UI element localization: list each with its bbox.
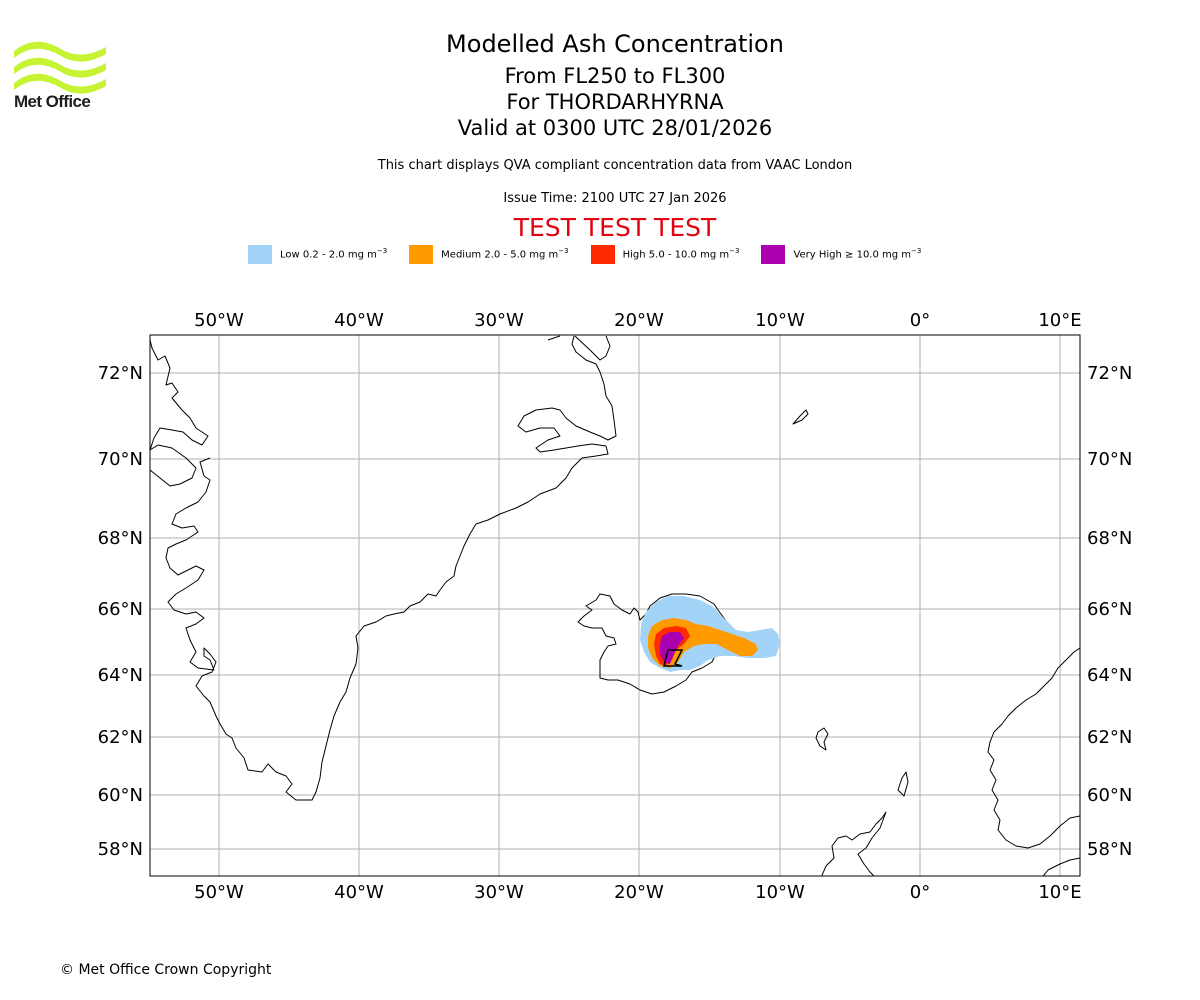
lon-label-top: 50°W xyxy=(194,310,244,331)
lat-label-left: 64°N xyxy=(98,665,143,686)
legend-swatch-medium xyxy=(409,244,434,264)
lon-label-bottom: 30°W xyxy=(474,882,524,903)
lon-label-bottom: 10°W xyxy=(755,882,805,903)
lat-label-right: 64°N xyxy=(1087,665,1132,686)
lon-label-bottom: 20°W xyxy=(614,882,664,903)
lat-label-left: 68°N xyxy=(98,528,143,549)
map-frame xyxy=(149,334,1081,877)
map-graticule xyxy=(150,335,1080,876)
lon-label-bottom: 40°W xyxy=(334,882,384,903)
volcano-marker-icon xyxy=(663,649,684,667)
lat-label-right: 66°N xyxy=(1087,599,1132,620)
lon-label-top: 30°W xyxy=(474,310,524,331)
jan-mayen-coastline xyxy=(792,409,809,425)
lat-label-right: 60°N xyxy=(1087,785,1132,806)
lat-label-left: 72°N xyxy=(98,363,143,384)
test-banner: TEST TEST TEST xyxy=(513,213,717,242)
lat-label-right: 72°N xyxy=(1087,363,1132,384)
lat-label-right: 70°N xyxy=(1087,449,1132,470)
logo-text: Met Office xyxy=(14,92,91,111)
validity-time: Valid at 0300 UTC 28/01/2026 xyxy=(457,116,773,140)
greenland-coast-detail xyxy=(547,335,611,361)
map-tick-labels: 50°W 50°W 40°W 40°W 30°W 30°W 20°W 20°W 10°W 10°W… xyxy=(98,310,1133,903)
concentration-legend: Low 0.2 - 2.0 mg m−3 Medium 2.0 - 5.0 mg… xyxy=(248,244,943,264)
met-office-logo-icon xyxy=(14,41,106,94)
lon-label-top: 40°W xyxy=(334,310,384,331)
lon-label-bottom: 50°W xyxy=(194,882,244,903)
legend-item-medium: Medium 2.0 - 5.0 mg m−3 xyxy=(409,244,569,264)
chart-title: Modelled Ash Concentration xyxy=(446,30,784,58)
iceland-coastline xyxy=(577,593,731,695)
copyright-notice: © Met Office Crown Copyright xyxy=(60,962,272,978)
chart-description: This chart displays QVA compliant concen… xyxy=(377,158,853,173)
legend-swatch-high xyxy=(590,244,615,264)
faroe-coastline xyxy=(815,727,829,751)
legend-item-low: Low 0.2 - 2.0 mg m−3 xyxy=(248,244,387,264)
norway-coastline xyxy=(987,647,1080,876)
lat-label-left: 70°N xyxy=(98,449,143,470)
legend-swatch-very-high xyxy=(761,244,786,264)
scotland-coastline xyxy=(821,811,887,876)
greenland-coastline xyxy=(150,335,617,801)
lon-label-bottom: 0° xyxy=(910,882,930,903)
legend-label-medium: Medium 2.0 - 5.0 mg m xyxy=(441,249,559,261)
lat-label-left: 66°N xyxy=(98,599,143,620)
issue-time: Issue Time: 2100 UTC 27 Jan 2026 xyxy=(503,191,727,206)
legend-swatch-low xyxy=(248,244,272,264)
lat-label-left: 58°N xyxy=(98,839,143,860)
lat-label-right: 68°N xyxy=(1087,528,1132,549)
shetland-coastline xyxy=(897,771,909,797)
legend-label-low: Low 0.2 - 2.0 mg m xyxy=(280,249,377,261)
lat-label-left: 60°N xyxy=(98,785,143,806)
lat-label-right: 58°N xyxy=(1087,839,1132,860)
legend-item-high: High 5.0 - 10.0 mg m−3 xyxy=(590,244,739,264)
lon-label-top: 10°W xyxy=(755,310,805,331)
legend-item-very-high: Very High ≥ 10.0 mg m−3 xyxy=(761,244,921,264)
lat-label-right: 62°N xyxy=(1087,727,1132,748)
volcano-name: For THORDARHYRNA xyxy=(506,90,724,114)
legend-label-very-high: Very High ≥ 10.0 mg m xyxy=(793,249,912,261)
lon-label-top: 20°W xyxy=(614,310,664,331)
flight-level-range: From FL250 to FL300 xyxy=(504,64,726,88)
lat-label-left: 62°N xyxy=(98,727,143,748)
legend-label-high: High 5.0 - 10.0 mg m xyxy=(622,249,730,261)
lon-label-top: 10°E xyxy=(1038,310,1081,331)
lon-label-bottom: 10°E xyxy=(1038,882,1081,903)
lon-label-top: 0° xyxy=(910,310,930,331)
